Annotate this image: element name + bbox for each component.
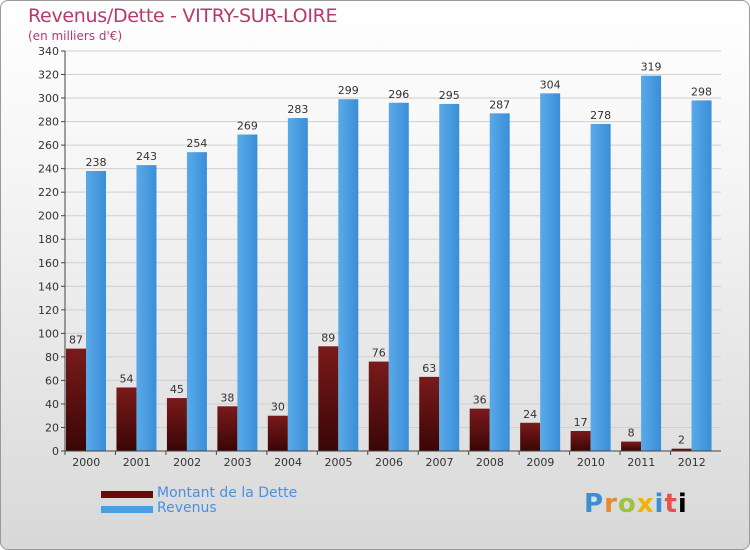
bar-revenus bbox=[287, 118, 308, 451]
x-tick-label: 2004 bbox=[274, 456, 302, 469]
data-label-revenus: 304 bbox=[540, 78, 561, 91]
bar-dette bbox=[621, 441, 642, 451]
bar-revenus bbox=[489, 113, 510, 452]
y-tick-label: 180 bbox=[38, 233, 59, 246]
bar-dette bbox=[368, 361, 389, 451]
x-tick-label: 2006 bbox=[375, 456, 403, 469]
data-label-revenus: 238 bbox=[86, 156, 107, 169]
data-label-dette: 63 bbox=[422, 362, 436, 375]
data-label-dette: 38 bbox=[220, 391, 234, 404]
y-tick-label: 120 bbox=[38, 304, 59, 317]
bar-dette bbox=[116, 387, 137, 451]
bar-dette bbox=[318, 346, 339, 451]
y-tick-label: 320 bbox=[38, 69, 59, 82]
y-tick-label: 0 bbox=[52, 445, 59, 458]
legend-label-revenus: Revenus bbox=[157, 500, 217, 516]
y-tick-label: 340 bbox=[38, 45, 59, 58]
x-tick-label: 2002 bbox=[173, 456, 201, 469]
data-label-revenus: 319 bbox=[641, 61, 662, 74]
chart-title: Revenus/Dette - VITRY-SUR-LOIRE bbox=[28, 5, 338, 27]
y-tick-label: 200 bbox=[38, 210, 59, 223]
bar-revenus bbox=[338, 99, 359, 451]
data-label-dette: 8 bbox=[628, 427, 635, 440]
data-label-dette: 17 bbox=[574, 416, 588, 429]
legend-label-dette: Montant de la Dette bbox=[157, 485, 298, 501]
y-axis-tick-labels: 0 20 40 60 80 100 120 140 160 180 200 220 240 260 280 3… bbox=[38, 45, 59, 458]
x-axis-tick-labels: 2000 2001 2002 2003 2004 2005 2006 2007 2008 2009… bbox=[64, 451, 706, 469]
data-label-revenus: 243 bbox=[136, 150, 157, 163]
y-tick-label: 100 bbox=[38, 327, 59, 340]
bar-dette bbox=[166, 398, 187, 451]
bars bbox=[66, 75, 712, 452]
x-tick-label: 2010 bbox=[577, 456, 605, 469]
y-tick-label: 280 bbox=[38, 116, 59, 129]
data-label-dette: 36 bbox=[473, 394, 487, 407]
data-label-revenus: 283 bbox=[287, 103, 308, 116]
data-label-dette: 89 bbox=[321, 331, 335, 344]
data-label-dette: 24 bbox=[523, 408, 537, 421]
bar-dette bbox=[570, 431, 591, 451]
data-label-dette: 45 bbox=[170, 383, 184, 396]
bar-revenus bbox=[136, 165, 157, 451]
bar-dette bbox=[469, 408, 490, 451]
bar-revenus bbox=[86, 171, 106, 451]
bar-revenus bbox=[439, 103, 460, 452]
bar-dette bbox=[520, 422, 541, 451]
y-tick-label: 40 bbox=[45, 398, 59, 411]
legend-swatch-dette bbox=[101, 491, 153, 498]
data-label-dette: 30 bbox=[271, 401, 285, 414]
data-label-dette: 54 bbox=[119, 372, 133, 385]
bar-revenus bbox=[237, 134, 258, 451]
y-tick-label: 140 bbox=[38, 280, 59, 293]
bar-revenus bbox=[590, 123, 611, 452]
bar-revenus bbox=[691, 100, 712, 451]
data-label-revenus: 299 bbox=[338, 84, 359, 97]
x-tick-label: 2008 bbox=[476, 456, 504, 469]
y-tick-label: 60 bbox=[45, 374, 59, 387]
x-tick-label: 2007 bbox=[425, 456, 453, 469]
y-tick-label: 20 bbox=[45, 421, 59, 434]
data-label-dette: 87 bbox=[69, 334, 83, 347]
data-label-revenus: 278 bbox=[590, 109, 611, 122]
y-tick-label: 220 bbox=[38, 186, 59, 199]
bar-revenus bbox=[641, 75, 662, 452]
x-tick-label: 2001 bbox=[123, 456, 151, 469]
y-tick-label: 160 bbox=[38, 257, 59, 270]
bar-revenus bbox=[388, 102, 409, 451]
bar-dette bbox=[267, 415, 288, 451]
legend-swatch-revenus bbox=[101, 506, 153, 513]
data-label-revenus: 295 bbox=[439, 89, 460, 102]
data-label-revenus: 298 bbox=[691, 85, 712, 98]
data-label-revenus: 269 bbox=[237, 120, 258, 133]
x-tick-label: 2003 bbox=[224, 456, 252, 469]
axes bbox=[64, 51, 721, 452]
y-tick-label: 240 bbox=[38, 163, 59, 176]
bar-dette bbox=[66, 348, 86, 451]
y-tick-label: 260 bbox=[38, 139, 59, 152]
bar-dette bbox=[419, 376, 440, 451]
data-label-dette: 2 bbox=[678, 434, 685, 447]
x-tick-label: 2009 bbox=[526, 456, 554, 469]
chart-subtitle: (en milliers d'€) bbox=[28, 29, 123, 43]
bar-revenus bbox=[186, 152, 207, 452]
x-tick-label: 2000 bbox=[72, 456, 100, 469]
x-tick-label: 2005 bbox=[325, 456, 353, 469]
y-tick-label: 80 bbox=[45, 351, 59, 364]
data-label-revenus: 296 bbox=[388, 88, 409, 101]
x-tick-label: 2012 bbox=[678, 456, 706, 469]
bar-dette bbox=[217, 406, 238, 451]
proxiti-logo: Proxiti bbox=[584, 489, 688, 519]
data-label-dette: 76 bbox=[372, 347, 386, 360]
data-label-revenus: 287 bbox=[489, 98, 510, 111]
bar-dette bbox=[671, 448, 692, 451]
y-tick-label: 300 bbox=[38, 92, 59, 105]
bar-revenus bbox=[540, 93, 561, 452]
x-tick-label: 2011 bbox=[627, 456, 655, 469]
data-labels: 87 238 54 243 45 254 38 269 30 283 89 299 76 296 63 295… bbox=[69, 61, 712, 447]
data-label-revenus: 254 bbox=[186, 137, 207, 150]
